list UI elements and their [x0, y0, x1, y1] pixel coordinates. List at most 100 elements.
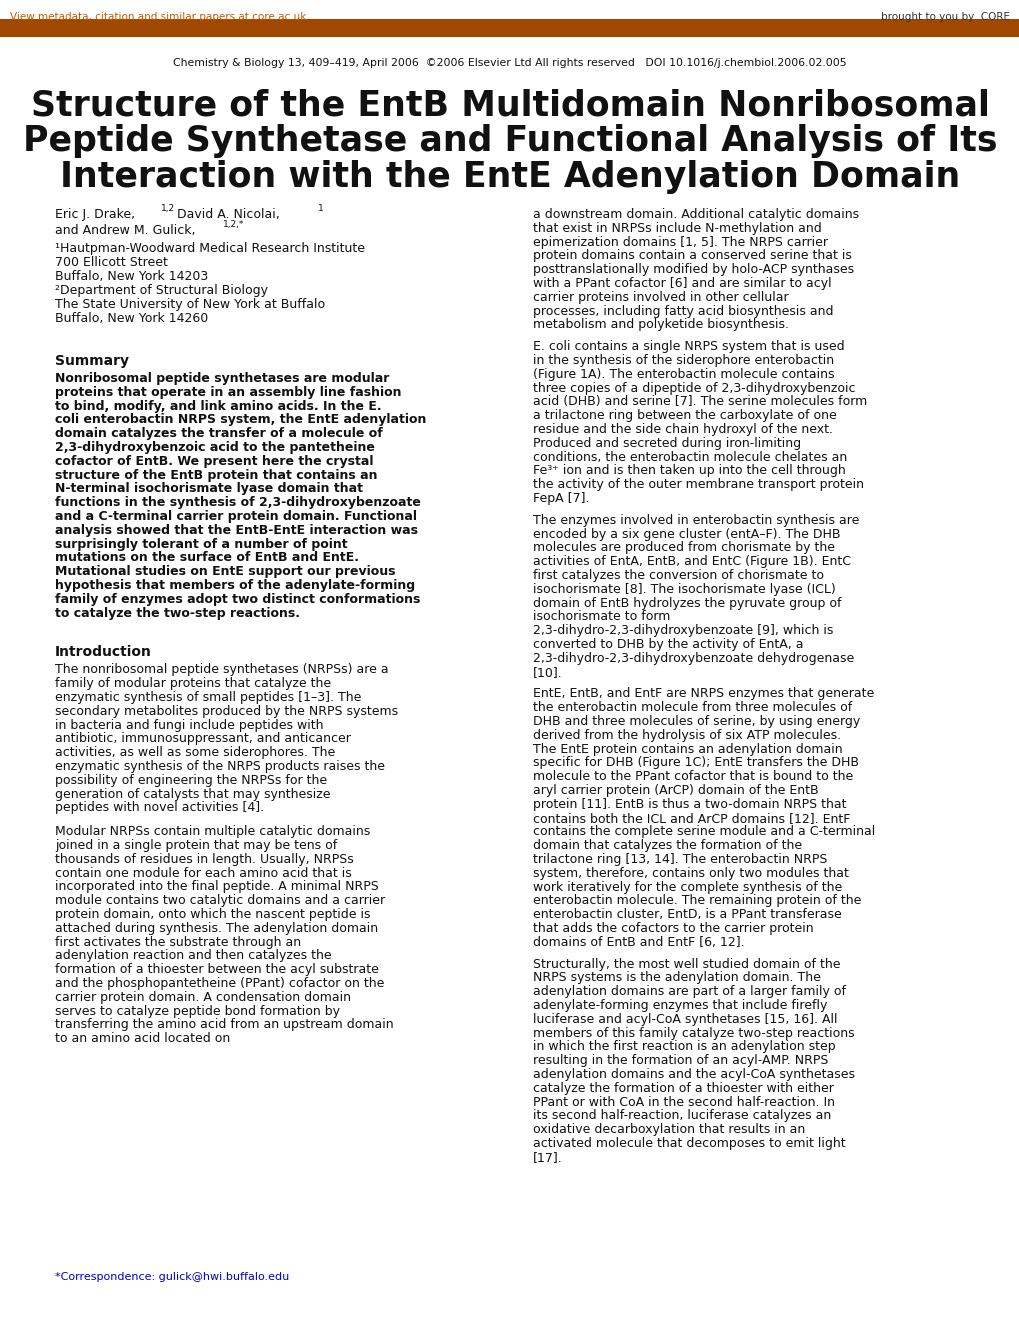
Text: derived from the hydrolysis of six ATP molecules.: derived from the hydrolysis of six ATP m…	[533, 729, 841, 742]
Text: Buffalo, New York 14203: Buffalo, New York 14203	[55, 271, 208, 282]
Text: posttranslationally modified by holo-ACP synthases: posttranslationally modified by holo-ACP…	[533, 263, 853, 276]
Text: (Figure 1A). The enterobactin molecule contains: (Figure 1A). The enterobactin molecule c…	[533, 368, 834, 380]
Text: acid (DHB) and serine [7]. The serine molecules form: acid (DHB) and serine [7]. The serine mo…	[533, 396, 866, 408]
Text: carrier proteins involved in other cellular: carrier proteins involved in other cellu…	[533, 290, 788, 304]
Text: trilactone ring [13, 14]. The enterobactin NRPS: trilactone ring [13, 14]. The enterobact…	[533, 853, 826, 866]
Text: to an amino acid located on: to an amino acid located on	[55, 1032, 230, 1045]
Text: [17].: [17].	[533, 1151, 562, 1164]
Text: activated molecule that decomposes to emit light: activated molecule that decomposes to em…	[533, 1137, 845, 1150]
Text: structure of the EntB protein that contains an: structure of the EntB protein that conta…	[55, 469, 377, 482]
Text: transferring the amino acid from an upstream domain: transferring the amino acid from an upst…	[55, 1019, 393, 1031]
Text: oxidative decarboxylation that results in an: oxidative decarboxylation that results i…	[533, 1123, 804, 1137]
Text: Fe³⁺ ion and is then taken up into the cell through: Fe³⁺ ion and is then taken up into the c…	[533, 465, 845, 478]
Text: mutations on the surface of EntB and EntE.: mutations on the surface of EntB and Ent…	[55, 552, 359, 565]
Text: luciferase and acyl-CoA synthetases [15, 16]. All: luciferase and acyl-CoA synthetases [15,…	[533, 1012, 837, 1026]
Text: molecules are produced from chorismate by the: molecules are produced from chorismate b…	[533, 541, 835, 554]
Text: *Correspondence: gulick@hwi.buffalo.edu: *Correspondence: gulick@hwi.buffalo.edu	[55, 1272, 289, 1282]
Text: enterobactin molecule. The remaining protein of the: enterobactin molecule. The remaining pro…	[533, 895, 860, 907]
Text: contain one module for each amino acid that is: contain one module for each amino acid t…	[55, 867, 352, 879]
Text: and the phosphopantetheine (PPant) cofactor on the: and the phosphopantetheine (PPant) cofac…	[55, 977, 384, 990]
Text: in the synthesis of the siderophore enterobactin: in the synthesis of the siderophore ente…	[533, 354, 834, 367]
Text: The State University of New York at Buffalo: The State University of New York at Buff…	[55, 298, 325, 312]
Text: contains the complete serine module and a C-terminal: contains the complete serine module and …	[533, 825, 874, 838]
Text: protein [11]. EntB is thus a two-domain NRPS that: protein [11]. EntB is thus a two-domain …	[533, 797, 846, 810]
Text: protein domain, onto which the nascent peptide is: protein domain, onto which the nascent p…	[55, 908, 370, 921]
Text: domain catalyzes the transfer of a molecule of: domain catalyzes the transfer of a molec…	[55, 428, 382, 440]
Text: isochorismate [8]. The isochorismate lyase (ICL): isochorismate [8]. The isochorismate lya…	[533, 583, 835, 595]
Text: protein domains contain a conserved serine that is: protein domains contain a conserved seri…	[533, 249, 851, 263]
Text: encoded by a six gene cluster (entA–F). The DHB: encoded by a six gene cluster (entA–F). …	[533, 528, 840, 541]
Text: peptides with novel activities [4].: peptides with novel activities [4].	[55, 801, 264, 814]
Text: converted to DHB by the activity of EntA, a: converted to DHB by the activity of EntA…	[533, 638, 803, 651]
Text: DHB and three molecules of serine, by using energy: DHB and three molecules of serine, by us…	[533, 715, 859, 729]
Text: system, therefore, contains only two modules that: system, therefore, contains only two mod…	[533, 867, 848, 880]
Text: first catalyzes the conversion of chorismate to: first catalyzes the conversion of choris…	[533, 569, 823, 582]
Text: to catalyze the two-step reactions.: to catalyze the two-step reactions.	[55, 607, 300, 619]
Text: [10].: [10].	[533, 665, 562, 678]
Text: enterobactin cluster, EntD, is a PPant transferase: enterobactin cluster, EntD, is a PPant t…	[533, 908, 841, 921]
Text: Interaction with the EntE Adenylation Domain: Interaction with the EntE Adenylation Do…	[60, 160, 959, 194]
Text: NRPS systems is the adenylation domain. The: NRPS systems is the adenylation domain. …	[533, 972, 820, 985]
Text: brought to you by  CORE: brought to you by CORE	[880, 12, 1009, 22]
Text: formation of a thioester between the acyl substrate: formation of a thioester between the acy…	[55, 964, 378, 977]
Text: domain of EntB hydrolyzes the pyruvate group of: domain of EntB hydrolyzes the pyruvate g…	[533, 597, 841, 610]
Text: N-terminal isochorismate lyase domain that: N-terminal isochorismate lyase domain th…	[55, 482, 363, 495]
Text: serves to catalyze peptide bond formation by: serves to catalyze peptide bond formatio…	[55, 1005, 339, 1018]
Text: carrier protein domain. A condensation domain: carrier protein domain. A condensation d…	[55, 991, 351, 1003]
Text: Chemistry & Biology 13, 409–419, April 2006  ©2006 Elsevier Ltd All rights reser: Chemistry & Biology 13, 409–419, April 2…	[173, 58, 846, 69]
Text: conditions, the enterobactin molecule chelates an: conditions, the enterobactin molecule ch…	[533, 450, 847, 463]
Text: family of modular proteins that catalyze the: family of modular proteins that catalyze…	[55, 677, 331, 690]
Text: a downstream domain. Additional catalytic domains: a downstream domain. Additional catalyti…	[533, 209, 858, 220]
Text: enzymatic synthesis of small peptides [1–3]. The: enzymatic synthesis of small peptides [1…	[55, 690, 361, 704]
Text: generation of catalysts that may synthesize: generation of catalysts that may synthes…	[55, 788, 330, 801]
Text: specific for DHB (Figure 1C); EntE transfers the DHB: specific for DHB (Figure 1C); EntE trans…	[533, 756, 858, 770]
Text: molecule to the PPant cofactor that is bound to the: molecule to the PPant cofactor that is b…	[533, 770, 853, 783]
Text: Structurally, the most well studied domain of the: Structurally, the most well studied doma…	[533, 957, 840, 970]
Text: 1,2: 1,2	[161, 205, 175, 213]
Text: provided by Elsevier - Publisher Connector: provided by Elsevier - Publisher Connect…	[807, 38, 1009, 48]
Text: joined in a single protein that may be tens of: joined in a single protein that may be t…	[55, 840, 337, 851]
Text: Introduction: Introduction	[55, 645, 152, 660]
Text: and Andrew M. Gulick,: and Andrew M. Gulick,	[55, 224, 196, 238]
Text: 2,3-dihydroxybenzoic acid to the pantetheine: 2,3-dihydroxybenzoic acid to the panteth…	[55, 441, 375, 454]
Text: The enzymes involved in enterobactin synthesis are: The enzymes involved in enterobactin syn…	[533, 513, 859, 527]
Text: thousands of residues in length. Usually, NRPSs: thousands of residues in length. Usually…	[55, 853, 354, 866]
Text: domain that catalyzes the formation of the: domain that catalyzes the formation of t…	[533, 840, 801, 853]
Text: metabolism and polyketide biosynthesis.: metabolism and polyketide biosynthesis.	[533, 318, 789, 331]
Text: first activates the substrate through an: first activates the substrate through an	[55, 936, 301, 949]
Text: 700 Ellicott Street: 700 Ellicott Street	[55, 256, 168, 269]
Text: Produced and secreted during iron-limiting: Produced and secreted during iron-limiti…	[533, 437, 800, 450]
Text: Modular NRPSs contain multiple catalytic domains: Modular NRPSs contain multiple catalytic…	[55, 825, 370, 838]
Text: family of enzymes adopt two distinct conformations: family of enzymes adopt two distinct con…	[55, 593, 420, 606]
Text: EntE, EntB, and EntF are NRPS enzymes that generate: EntE, EntB, and EntF are NRPS enzymes th…	[533, 688, 873, 701]
Text: antibiotic, immunosuppressant, and anticancer: antibiotic, immunosuppressant, and antic…	[55, 733, 351, 746]
Text: ¹Hautpman-Woodward Medical Research Institute: ¹Hautpman-Woodward Medical Research Inst…	[55, 242, 365, 255]
Text: 1,2,*: 1,2,*	[223, 220, 245, 228]
Text: contains both the ICL and ArCP domains [12]. EntF: contains both the ICL and ArCP domains […	[533, 812, 850, 825]
Text: activities of EntA, EntB, and EntC (Figure 1B). EntC: activities of EntA, EntB, and EntC (Figu…	[533, 556, 850, 568]
Text: ²Department of Structural Biology: ²Department of Structural Biology	[55, 284, 268, 297]
Text: to bind, modify, and link amino acids. In the E.: to bind, modify, and link amino acids. I…	[55, 400, 381, 413]
Text: Nonribosomal peptide synthetases are modular: Nonribosomal peptide synthetases are mod…	[55, 372, 389, 385]
Text: The EntE protein contains an adenylation domain: The EntE protein contains an adenylation…	[533, 743, 842, 755]
Text: Structure of the EntB Multidomain Nonribosomal: Structure of the EntB Multidomain Nonrib…	[31, 88, 988, 121]
Text: adenylation reaction and then catalyzes the: adenylation reaction and then catalyzes …	[55, 949, 331, 962]
Text: Summary: Summary	[55, 354, 128, 368]
Text: Peptide Synthetase and Functional Analysis of Its: Peptide Synthetase and Functional Analys…	[22, 124, 997, 158]
Text: adenylation domains are part of a larger family of: adenylation domains are part of a larger…	[533, 985, 845, 998]
Text: FepA [7].: FepA [7].	[533, 492, 589, 506]
Text: epimerization domains [1, 5]. The NRPS carrier: epimerization domains [1, 5]. The NRPS c…	[533, 235, 827, 248]
Text: PPant or with CoA in the second half-reaction. In: PPant or with CoA in the second half-rea…	[533, 1096, 835, 1109]
Text: residue and the side chain hydroxyl of the next.: residue and the side chain hydroxyl of t…	[533, 422, 833, 436]
Text: in bacteria and fungi include peptides with: in bacteria and fungi include peptides w…	[55, 718, 323, 731]
Text: The nonribosomal peptide synthetases (NRPSs) are a: The nonribosomal peptide synthetases (NR…	[55, 664, 388, 676]
Text: attached during synthesis. The adenylation domain: attached during synthesis. The adenylati…	[55, 921, 378, 935]
Text: members of this family catalyze two-step reactions: members of this family catalyze two-step…	[533, 1027, 854, 1040]
Text: isochorismate to form: isochorismate to form	[533, 610, 669, 623]
Text: enzymatic synthesis of the NRPS products raises the: enzymatic synthesis of the NRPS products…	[55, 760, 384, 774]
Text: 2,3-dihydro-2,3-dihydroxybenzoate dehydrogenase: 2,3-dihydro-2,3-dihydroxybenzoate dehydr…	[533, 652, 854, 665]
Text: aryl carrier protein (ArCP) domain of the EntB: aryl carrier protein (ArCP) domain of th…	[533, 784, 818, 797]
Text: activities, as well as some siderophores. The: activities, as well as some siderophores…	[55, 746, 335, 759]
Text: adenylate-forming enzymes that include firefly: adenylate-forming enzymes that include f…	[533, 999, 826, 1012]
Text: and a C-terminal carrier protein domain. Functional: and a C-terminal carrier protein domain.…	[55, 510, 417, 523]
